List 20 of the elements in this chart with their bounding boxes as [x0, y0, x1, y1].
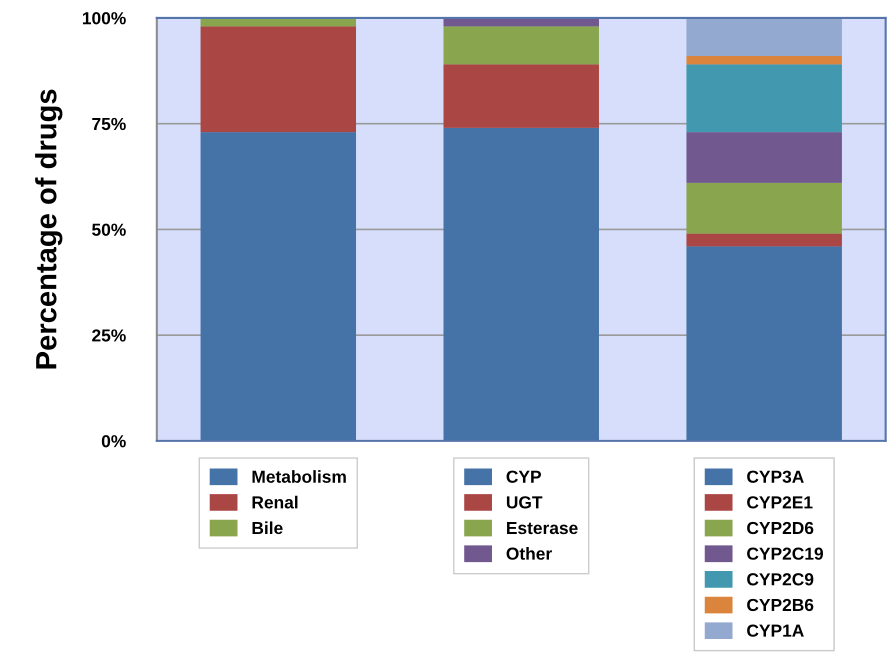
legend-label: CYP3A: [747, 470, 804, 483]
legend-label: CYP2C19: [747, 548, 823, 560]
y-tick-label: 0%: [102, 435, 126, 448]
y-tick-label: 100%: [82, 12, 126, 24]
legend-label: CYP1A: [747, 624, 804, 637]
y-axis-title: Percentage of drugs: [35, 90, 62, 368]
legend-label: CYP2B6: [747, 598, 814, 612]
legend-label: CYP2E1: [747, 496, 813, 509]
legend-label: Esterase: [507, 522, 578, 534]
legend-label: Metabolism: [252, 470, 346, 483]
legend-label: CYP2D6: [747, 522, 814, 534]
legend-label: CYP: [506, 470, 541, 483]
y-tick-label: 75%: [92, 118, 126, 130]
y-tick-label: 50%: [92, 224, 126, 236]
legend-label: UGT: [506, 496, 542, 509]
legend-label: CYP2C9: [747, 573, 814, 586]
legend-label: Renal: [252, 496, 298, 509]
legend-label: Bile: [252, 521, 283, 534]
legend-label: Other: [506, 547, 552, 560]
y-tick-label: 25%: [92, 329, 126, 342]
